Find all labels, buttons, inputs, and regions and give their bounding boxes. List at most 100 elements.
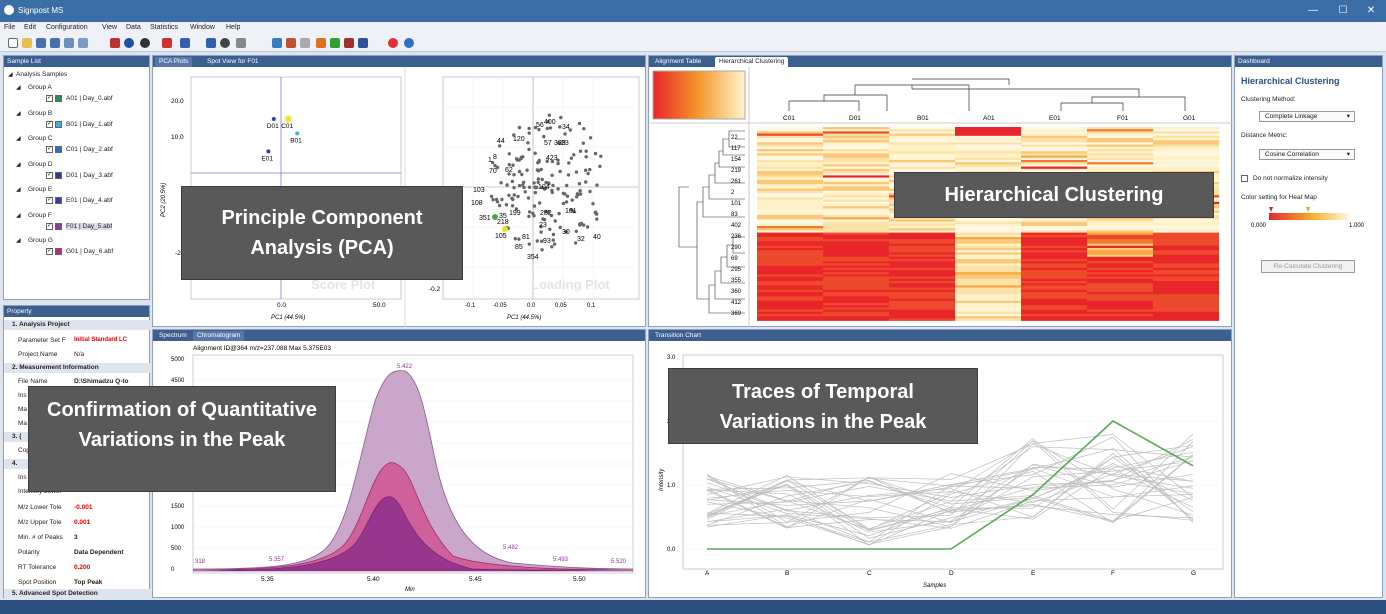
tab-transition-chart[interactable]: Transition Chart bbox=[655, 332, 701, 339]
mz-upper-value[interactable]: 0.001 bbox=[74, 519, 91, 526]
heatmap-cell bbox=[1021, 164, 1087, 167]
section-measurement[interactable]: 2. Measurement Information bbox=[4, 363, 152, 373]
export-icon[interactable] bbox=[64, 38, 74, 48]
heatmap-cell bbox=[955, 129, 1021, 132]
score-point[interactable] bbox=[295, 131, 300, 136]
save-all-icon[interactable] bbox=[50, 38, 60, 48]
heatmap-cell bbox=[1087, 217, 1153, 220]
scatter-icon[interactable] bbox=[358, 38, 368, 48]
spot-value[interactable]: Top Peak bbox=[74, 579, 103, 586]
people-icon[interactable] bbox=[272, 38, 282, 48]
new-file-icon[interactable] bbox=[8, 38, 18, 48]
sample-checkbox[interactable]: ✓ bbox=[46, 146, 53, 153]
menu-view[interactable]: View bbox=[102, 24, 118, 31]
chevron-down-icon: ▾ bbox=[1346, 151, 1350, 158]
min-peaks-value[interactable]: 3 bbox=[74, 534, 78, 541]
sample-checkbox[interactable]: ✓ bbox=[46, 197, 53, 204]
score-point[interactable] bbox=[271, 117, 276, 121]
loading-point bbox=[512, 173, 516, 177]
sample-item[interactable]: C01 | Day_2.abf bbox=[66, 146, 113, 153]
sample-checkbox[interactable]: ✓ bbox=[46, 95, 53, 102]
menu-help[interactable]: Help bbox=[226, 24, 241, 31]
menu-file[interactable]: File bbox=[4, 24, 16, 31]
collapse-icon[interactable]: ◢ bbox=[16, 110, 21, 117]
tab-chromatogram[interactable]: Chromatogram bbox=[193, 331, 245, 341]
sample-item[interactable]: D01 | Day_3.abf bbox=[66, 171, 113, 179]
section-4[interactable]: 4. bbox=[4, 459, 28, 469]
target-icon[interactable] bbox=[140, 38, 150, 48]
tab-hierarchical-clustering[interactable]: Hierarchical Clustering bbox=[715, 57, 789, 67]
sample-item[interactable]: E01 | Day_4.abf bbox=[66, 197, 113, 204]
collapse-icon[interactable]: ◢ bbox=[16, 85, 21, 91]
sample-item[interactable]: A01 | Day_0.abf bbox=[66, 95, 113, 102]
tab-pca-plots[interactable]: PCA Plots bbox=[155, 57, 193, 67]
mz-lower-value[interactable]: -0.001 bbox=[74, 504, 93, 511]
heatmap-cell bbox=[1087, 296, 1153, 299]
heatmap-cell bbox=[757, 248, 823, 251]
heatmap-icon[interactable] bbox=[316, 38, 326, 48]
collapse-icon[interactable]: ◢ bbox=[16, 136, 21, 142]
sample-checkbox[interactable]: ✓ bbox=[46, 248, 53, 255]
heatmap-cell bbox=[1153, 245, 1219, 249]
help-icon[interactable] bbox=[404, 38, 414, 48]
bar-chart-icon[interactable] bbox=[206, 38, 216, 48]
file-value[interactable]: D:\Shimadzu Q-to bbox=[74, 378, 129, 385]
collapse-icon[interactable]: ◢ bbox=[8, 72, 13, 78]
section-advanced[interactable]: 5. Advanced Spot Detection bbox=[4, 589, 152, 599]
table-icon[interactable] bbox=[300, 38, 310, 48]
rt-value[interactable]: 0.200 bbox=[74, 564, 91, 571]
tab-spectrum[interactable]: Spectrum bbox=[159, 332, 187, 339]
param-value[interactable]: Initial Standard LC bbox=[74, 337, 128, 343]
collapse-icon[interactable]: ◢ bbox=[16, 212, 21, 219]
menu-configuration[interactable]: Configuration bbox=[46, 24, 88, 31]
circle-icon[interactable] bbox=[220, 38, 230, 48]
collapse-icon[interactable]: ◢ bbox=[16, 238, 21, 244]
collapse-icon[interactable]: ◢ bbox=[16, 187, 21, 193]
save-icon[interactable] bbox=[36, 38, 46, 48]
stop-icon[interactable] bbox=[388, 38, 398, 48]
score-point[interactable] bbox=[266, 149, 271, 154]
color-scale-slider[interactable]: 0.000 1.000 bbox=[1251, 206, 1371, 230]
tab-spot-view[interactable]: Spot View for F01 bbox=[207, 58, 259, 65]
grid-icon[interactable] bbox=[180, 38, 190, 48]
sample-item[interactable]: B01 | Day_1.abf bbox=[66, 120, 113, 128]
polarity-value[interactable]: Data Dependent bbox=[74, 549, 124, 556]
dropdown-icon[interactable] bbox=[236, 38, 246, 48]
normalize-label: Do not normalize intensity bbox=[1253, 175, 1328, 182]
loading-point-label: 23 bbox=[561, 140, 569, 147]
pin-icon[interactable] bbox=[162, 38, 172, 48]
cluster-icon[interactable] bbox=[330, 38, 340, 48]
spot-icon[interactable] bbox=[124, 38, 134, 48]
project-value[interactable]: N/a bbox=[74, 351, 85, 358]
tree-icon[interactable] bbox=[286, 38, 296, 48]
collapse-icon[interactable]: ◢ bbox=[16, 161, 21, 168]
sample-item[interactable]: F01 | Day_5.abf bbox=[66, 222, 113, 230]
recalculate-button[interactable]: Re-Calculate Clustering bbox=[1261, 260, 1355, 273]
maximize-button[interactable]: ☐ bbox=[1338, 5, 1348, 16]
menu-data[interactable]: Data bbox=[126, 24, 141, 31]
matrix-icon[interactable] bbox=[344, 38, 354, 48]
heatmap-cell bbox=[955, 131, 1021, 134]
score-point[interactable] bbox=[286, 117, 291, 121]
chart-tool-icon[interactable] bbox=[110, 38, 120, 48]
close-button[interactable]: ✕ bbox=[1366, 5, 1376, 16]
metric-select[interactable]: Cosine Correlation ▾ bbox=[1259, 149, 1355, 160]
print-icon[interactable] bbox=[78, 38, 88, 48]
menu-statistics[interactable]: Statistics bbox=[150, 24, 179, 31]
tab-alignment-table[interactable]: Alignment Table bbox=[655, 58, 702, 65]
sample-checkbox[interactable]: ✓ bbox=[46, 120, 53, 128]
menu-window[interactable]: Window bbox=[190, 24, 215, 31]
heatmap-cell bbox=[1021, 223, 1087, 227]
sample-item[interactable]: G01 | Day_6.abf bbox=[66, 248, 114, 255]
section-3[interactable]: 3. ( bbox=[4, 432, 28, 442]
method-select[interactable]: Complete Linkage ▾ bbox=[1259, 111, 1355, 122]
minimize-button[interactable]: — bbox=[1308, 5, 1318, 16]
heatmap-cell bbox=[757, 197, 823, 200]
menu-edit[interactable]: Edit bbox=[24, 24, 37, 31]
sample-checkbox[interactable]: ✓ bbox=[46, 222, 53, 230]
normalize-checkbox[interactable] bbox=[1241, 175, 1248, 182]
open-folder-icon[interactable] bbox=[22, 38, 32, 48]
sample-checkbox[interactable]: ✓ bbox=[46, 171, 53, 179]
heatmap-cell bbox=[1087, 168, 1153, 172]
section-analysis-project[interactable]: 1. Analysis Project bbox=[4, 320, 152, 330]
